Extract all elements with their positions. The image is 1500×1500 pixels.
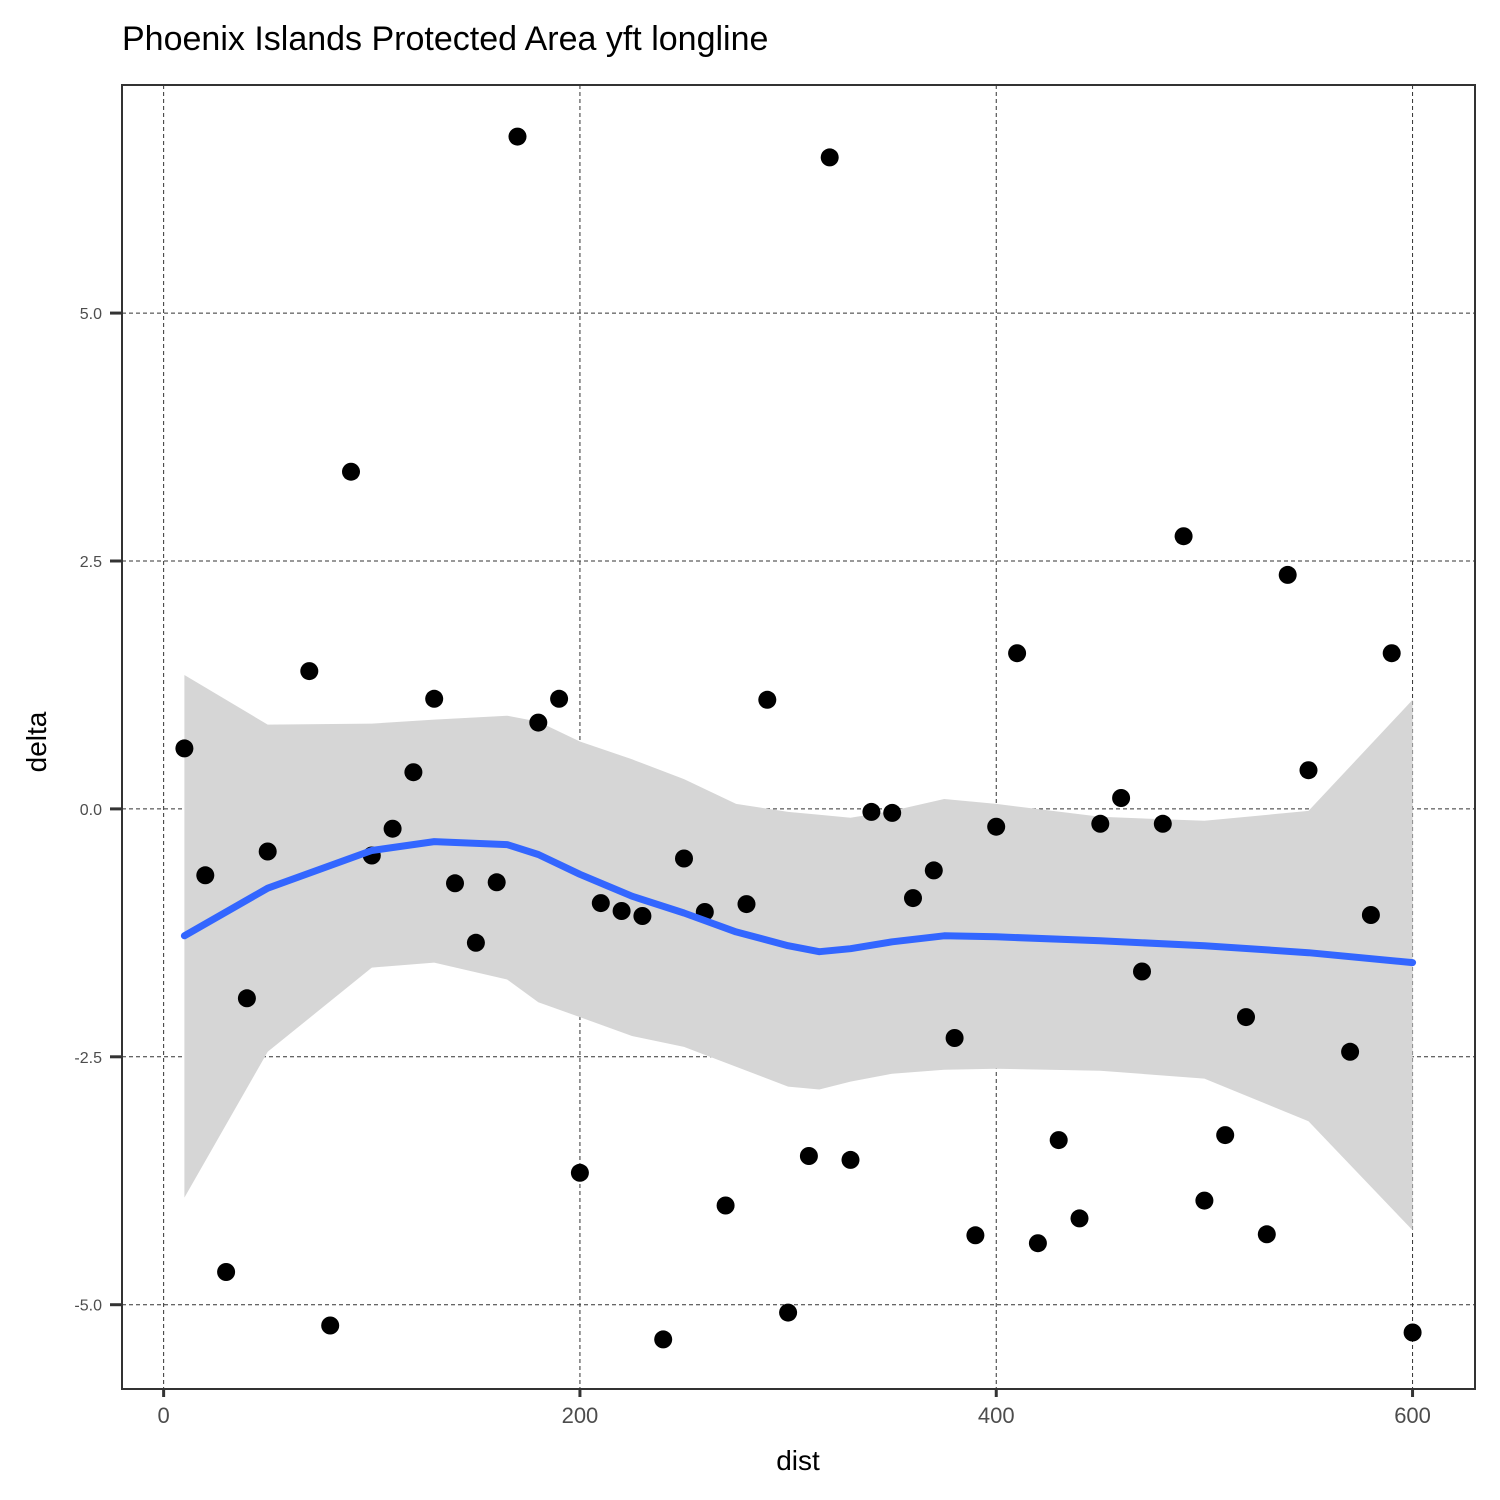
data-point [1341,1042,1360,1061]
data-point [1028,1234,1047,1253]
data-point [966,1226,985,1245]
data-point [1361,906,1380,924]
data-point [758,690,777,709]
x-axis: 0 200 400 600 [158,1389,1431,1428]
data-point [820,148,839,167]
data-point [675,849,693,868]
data-point [1195,1191,1214,1210]
smooth-fit-line [180,838,1417,967]
data-point [1237,1008,1255,1027]
data-point [1112,789,1131,807]
data-point [175,739,194,758]
x-axis-title: dist [776,1445,820,1476]
data-point [321,1316,340,1335]
x-tick-label: 600 [1394,1403,1431,1428]
y-tick-label: 5.0 [80,306,102,323]
x-tick-label: 0 [158,1403,170,1428]
data-point [591,894,610,913]
data-point [550,689,569,708]
data-point [1278,565,1297,584]
x-tick-label: 200 [562,1403,599,1428]
y-tick-label: 2.5 [80,554,102,571]
data-point [987,817,1006,836]
panel-border [121,84,1476,1390]
data-point [945,1029,964,1047]
data-point [1133,962,1151,981]
y-tick-label: -5.0 [74,1298,102,1315]
data-point [1153,814,1172,833]
y-axis: -5.0 -2.5 0.0 2.5 5.0 [74,306,122,1315]
data-point [1403,1323,1422,1342]
data-point [1049,1131,1068,1150]
data-point [1382,644,1401,663]
data-point [237,989,256,1008]
data-point [1216,1126,1235,1145]
data-points [175,127,1422,1349]
data-point [196,866,215,885]
plot-panel [121,84,1476,1390]
data-point [446,874,464,893]
data-point [633,907,652,925]
data-point [258,842,277,861]
data-point [862,802,881,821]
x-tick-label: 400 [978,1403,1015,1428]
confidence-ribbon [184,675,1413,1231]
y-tick-label: -2.5 [74,1050,102,1067]
data-point [1070,1209,1089,1228]
data-point [799,1147,818,1165]
data-point [342,462,360,481]
y-axis-title: delta [21,711,52,772]
data-point [779,1303,798,1322]
data-point [508,127,527,146]
y-tick-label: 0.0 [80,802,102,819]
data-point [383,819,402,838]
data-point [1299,761,1318,780]
data-point [1174,527,1193,546]
data-point [924,861,943,880]
data-point [487,873,506,892]
chart-title: Phoenix Islands Protected Area yft longl… [122,20,768,58]
data-point [217,1263,236,1281]
data-point [570,1163,589,1182]
data-point [1257,1225,1276,1244]
data-point [654,1330,673,1349]
data-point [300,662,319,681]
data-point [737,895,756,914]
data-point [883,803,902,822]
data-point [904,889,922,908]
data-point [1091,814,1110,833]
data-point [404,763,423,782]
data-point [425,689,444,708]
data-point [1008,644,1027,663]
data-point [841,1150,860,1169]
data-point [529,713,548,732]
data-point [716,1196,735,1215]
data-point [466,933,485,952]
data-point [612,902,631,920]
